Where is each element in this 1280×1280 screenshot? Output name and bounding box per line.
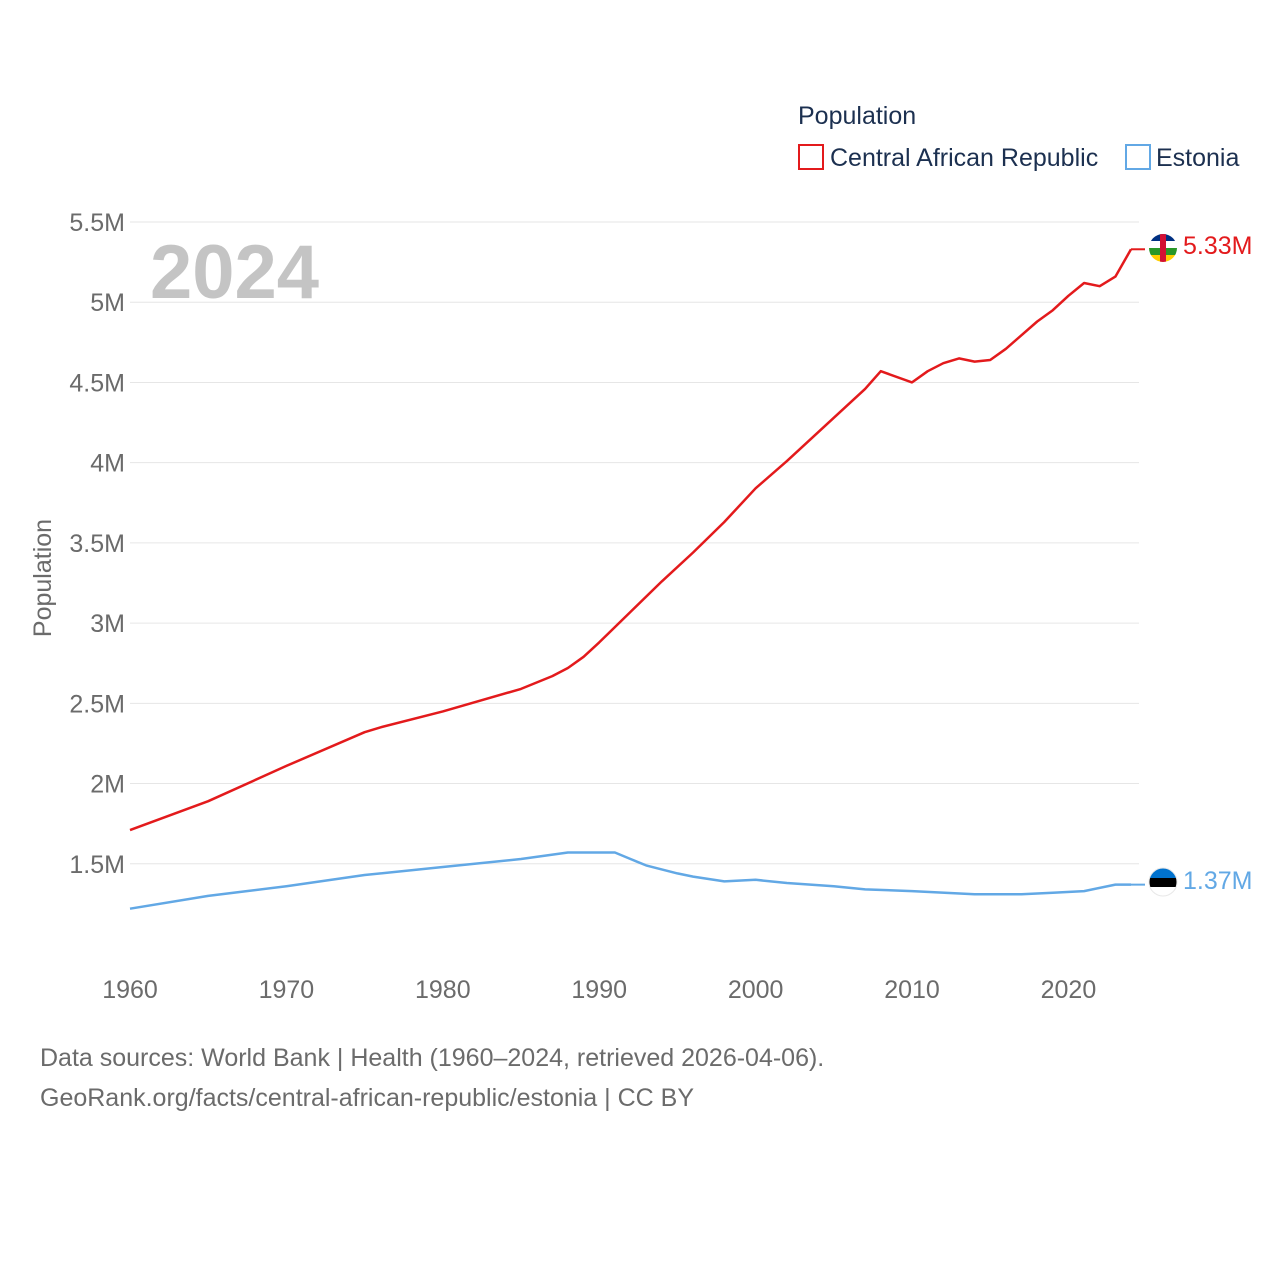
- footer-attribution: GeoRank.org/facts/central-african-republ…: [40, 1084, 695, 1112]
- y-axis-label: Population: [29, 519, 57, 637]
- y-tick-label: 5.5M: [69, 209, 125, 237]
- legend: Population Central African Republic Esto…: [798, 102, 1239, 172]
- y-tick-label: 4M: [90, 450, 125, 478]
- y-tick-label: 4.5M: [69, 369, 125, 397]
- y-tick-label: 3.5M: [69, 530, 125, 558]
- current-year-label: 2024: [150, 230, 319, 315]
- central-african-republic-end-label: 5.33M: [1183, 232, 1252, 260]
- footer-sources: Data sources: World Bank | Health (1960–…: [40, 1044, 825, 1072]
- y-tick-label: 2M: [90, 771, 125, 799]
- series-line-estonia: [129, 851, 1131, 910]
- series-line-central-african-republic: [129, 248, 1133, 832]
- legend-swatch-estonia: [1125, 144, 1151, 170]
- x-axis-ticks: 1960 1970 1980 1990 2000 2010 2020: [102, 976, 1096, 1004]
- legend-label-estonia: Estonia: [1156, 144, 1239, 172]
- estonia-end-label: 1.37M: [1183, 867, 1252, 895]
- y-tick-label: 3M: [90, 610, 125, 638]
- y-tick-label: 2.5M: [69, 690, 125, 718]
- y-tick-label: 1.5M: [69, 851, 125, 879]
- y-axis-ticks: 1.5M 2M 2.5M 3M 3.5M 4M 4.5M 5M 5.5M: [69, 209, 125, 879]
- legend-title: Population: [798, 102, 916, 130]
- series-lines: [129, 248, 1145, 910]
- gridlines: [130, 221, 1139, 865]
- x-tick-label: 2010: [884, 976, 940, 1004]
- legend-label-central-african-republic: Central African Republic: [830, 144, 1098, 172]
- x-tick-label: 1970: [259, 976, 315, 1004]
- estonia-flag-icon: [1148, 867, 1178, 897]
- x-tick-label: 1990: [571, 976, 627, 1004]
- x-tick-label: 1960: [102, 976, 158, 1004]
- central-african-republic-flag-icon: [1149, 234, 1177, 262]
- x-tick-label: 1980: [415, 976, 471, 1004]
- legend-swatch-central-african-republic: [798, 144, 824, 170]
- x-tick-label: 2000: [728, 976, 784, 1004]
- x-tick-label: 2020: [1041, 976, 1097, 1004]
- y-tick-label: 5M: [90, 289, 125, 317]
